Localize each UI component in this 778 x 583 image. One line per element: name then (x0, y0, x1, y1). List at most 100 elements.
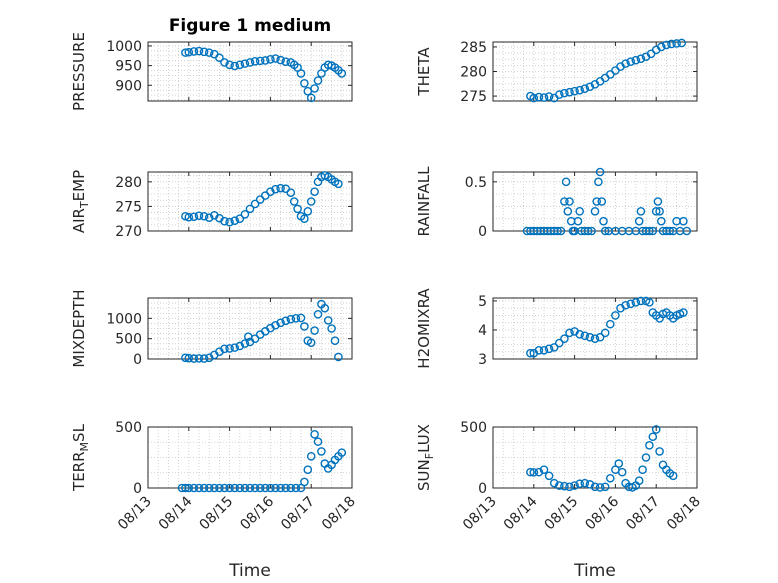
data-point (255, 56, 265, 66)
data-point (534, 467, 544, 477)
data-point (651, 425, 661, 434)
data-point (539, 465, 549, 475)
y-axis-label-part: M (78, 442, 91, 452)
data-point (560, 197, 569, 206)
data-point (291, 483, 301, 493)
data-point (310, 430, 319, 439)
data-series (181, 171, 343, 227)
data-point (230, 61, 239, 71)
figure-title: Figure 1 medium (169, 16, 331, 36)
data-point (544, 92, 554, 101)
data-point (300, 79, 309, 88)
data-point (626, 57, 636, 66)
data-point (313, 437, 323, 446)
axes-box (147, 171, 353, 232)
data-point (266, 187, 275, 196)
data-point (215, 53, 224, 63)
data-point (592, 197, 602, 206)
data-point (271, 320, 280, 330)
data-point (230, 343, 239, 352)
data-point (240, 339, 250, 348)
data-point (271, 483, 280, 493)
data-point (235, 60, 245, 70)
data-point (184, 212, 194, 222)
data-point (539, 93, 549, 102)
data-point (209, 483, 219, 493)
data-point (580, 331, 590, 341)
data-point (235, 214, 245, 224)
data-point (563, 207, 573, 216)
data-point (682, 226, 692, 236)
data-point (337, 69, 347, 78)
data-point (636, 54, 646, 64)
data-series (526, 425, 678, 492)
data-point (337, 448, 347, 457)
data-point (240, 209, 250, 219)
data-point (617, 467, 627, 477)
axes-box (147, 426, 353, 489)
data-point (565, 87, 574, 97)
data-point (245, 483, 255, 493)
y-tick-label: 0 (133, 481, 142, 497)
data-point (590, 334, 600, 343)
data-point (334, 179, 343, 189)
data-point (300, 214, 309, 224)
data-point (665, 226, 675, 236)
y-tick-label: 275 (460, 89, 487, 105)
data-point (636, 207, 646, 216)
data-point (235, 483, 245, 493)
data-point (184, 47, 194, 57)
data-point (560, 88, 569, 98)
data-point (529, 93, 539, 103)
data-point (526, 348, 535, 358)
data-point (245, 204, 255, 214)
data-point (672, 39, 681, 48)
y-axis-label: RAINFALL (415, 166, 433, 237)
data-point (240, 483, 250, 493)
data-point (638, 465, 647, 475)
data-point (594, 177, 603, 187)
subplot-theta: 275 280 285 THETA (415, 38, 698, 105)
data-point (539, 345, 549, 355)
data-point (303, 207, 313, 216)
data-point (606, 473, 615, 483)
data-point (645, 440, 654, 450)
data-point (651, 207, 661, 216)
y-tick-label: 275 (115, 199, 142, 215)
data-series (181, 46, 347, 103)
y-tick-label: 3 (478, 352, 487, 368)
data-point (595, 483, 605, 492)
data-point (255, 483, 265, 493)
data-point (215, 483, 224, 493)
data-point (300, 322, 309, 331)
x-axis-label: Time (573, 561, 616, 581)
y-axis-label-part: PRESSURE (70, 32, 88, 111)
data-point (250, 199, 260, 209)
data-point (281, 57, 291, 66)
data-point (199, 354, 209, 363)
y-tick-label: 0 (133, 352, 142, 368)
data-point (181, 353, 190, 363)
data-point (534, 345, 544, 355)
data-point (636, 296, 646, 306)
data-point (631, 298, 641, 307)
y-tick-label: 500 (460, 420, 487, 436)
data-point (296, 69, 306, 78)
data-point (634, 216, 644, 226)
data-point (189, 483, 199, 493)
data-point (575, 330, 585, 339)
data-point (585, 332, 595, 342)
data-point (565, 328, 574, 338)
data-point (677, 38, 687, 48)
data-point (575, 479, 585, 489)
y-axis-label-part: H2OMIXRA (415, 288, 433, 369)
data-point (655, 447, 664, 456)
y-tick-label: 500 (115, 332, 142, 348)
data-point (645, 298, 654, 307)
data-point (590, 207, 600, 216)
data-point (276, 483, 285, 493)
data-point (230, 483, 239, 493)
data-point (679, 308, 688, 317)
data-point (549, 478, 559, 488)
data-point (631, 55, 641, 65)
